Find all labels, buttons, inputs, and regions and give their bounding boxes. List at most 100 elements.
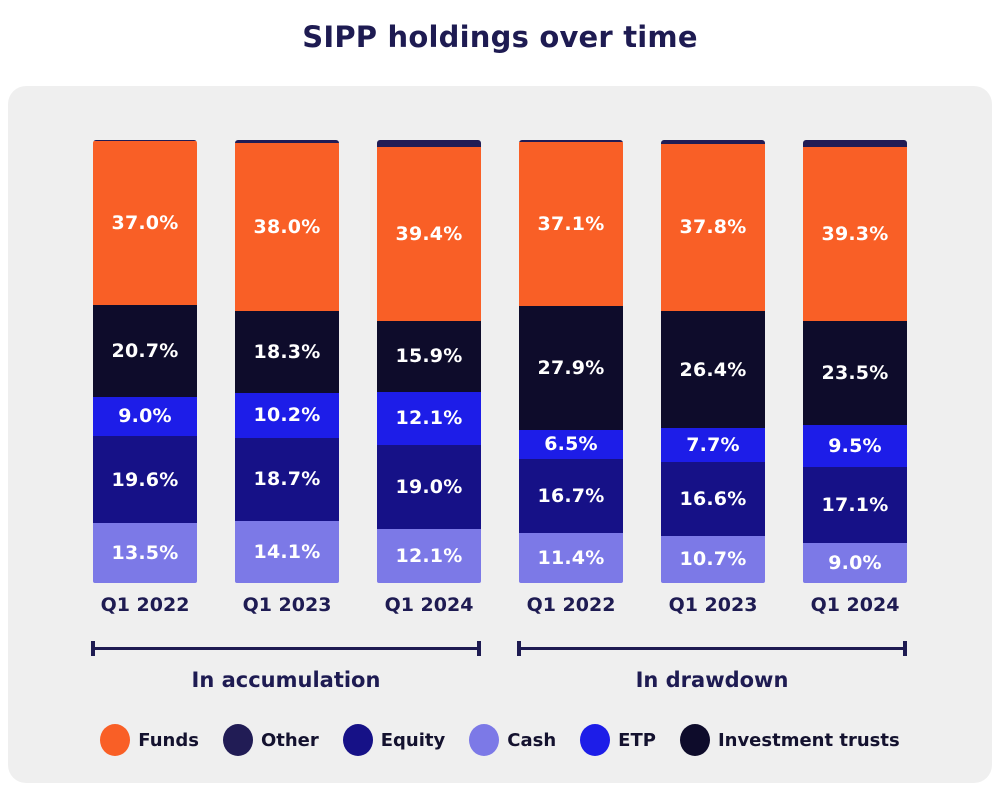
segment-value-label: 15.9% [395, 345, 463, 368]
x-tick-label: Q1 2023 [242, 594, 332, 616]
segment-equity: 17.1% [803, 467, 907, 544]
segment-cash: 9.0% [803, 543, 907, 583]
stacked-bar-in-accumulation-q1-2023: 38.0% 18.3% 10.2% 18.7% 14.1% [235, 140, 339, 583]
segment-value-label: 18.3% [253, 341, 321, 364]
segment-equity: 18.7% [235, 437, 339, 521]
segment-cash: 10.7% [661, 535, 765, 583]
segment-cash: 13.5% [93, 523, 197, 583]
segment-cash: 12.1% [377, 529, 481, 583]
legend-item-funds: Funds [100, 724, 199, 756]
stacked-bar-in-drawdown-q1-2022: 37.1% 27.9% 6.5% 16.7% 11.4% [519, 140, 623, 583]
segment-cash: 11.4% [519, 532, 623, 583]
segment-value-label: 39.4% [395, 222, 463, 245]
segment-investment-trusts: 18.3% [235, 311, 339, 393]
legend-label: Cash [507, 729, 557, 751]
chart-title: SIPP holdings over time [302, 20, 698, 54]
segment-other [803, 140, 907, 148]
segment-etp: 7.7% [661, 427, 765, 463]
segment-value-label: 16.7% [537, 484, 605, 507]
segment-value-label: 23.5% [821, 362, 889, 385]
segment-funds: 38.0% [235, 143, 339, 312]
segment-value-label: 37.8% [679, 216, 747, 239]
x-tick-label: Q1 2024 [384, 594, 474, 616]
bracket-drawdown [517, 641, 907, 656]
segment-value-label: 11.4% [537, 546, 605, 569]
segment-funds: 37.1% [519, 141, 623, 307]
segment-value-label: 39.3% [821, 223, 889, 246]
stacked-bar-in-drawdown-q1-2024: 39.3% 23.5% 9.5% 17.1% 9.0% [803, 140, 907, 583]
x-tick-label: Q1 2022 [526, 594, 616, 616]
legend-item-other: Other [222, 724, 319, 756]
segment-value-label: 19.6% [111, 468, 179, 491]
segment-value-label: 6.5% [544, 433, 598, 456]
segment-etp: 6.5% [519, 429, 623, 459]
legend-swatch-icon [580, 724, 611, 756]
legend-label: Funds [138, 729, 199, 751]
segment-value-label: 18.7% [253, 468, 321, 491]
legend: Funds Other Equity Cash ETP Investment trusts [8, 724, 992, 756]
segment-investment-trusts: 26.4% [661, 311, 765, 428]
segment-value-label: 9.5% [828, 435, 882, 458]
segment-value-label: 10.2% [253, 404, 321, 427]
legend-item-investment-trusts: Investment trusts [679, 724, 900, 756]
segment-funds: 37.0% [93, 140, 197, 305]
legend-swatch-icon [100, 724, 131, 756]
x-tick-label: Q1 2022 [100, 594, 190, 616]
legend-label: Investment trusts [717, 729, 900, 751]
stacked-bar-in-drawdown-q1-2023: 37.8% 26.4% 7.7% 16.6% 10.7% [661, 140, 765, 583]
segment-other [235, 140, 339, 144]
segment-value-label: 26.4% [679, 358, 747, 381]
segment-value-label: 13.5% [111, 542, 179, 565]
segment-funds: 39.4% [377, 146, 481, 322]
segment-value-label: 38.0% [253, 216, 321, 239]
category-axis: Q1 2022 Q1 2023 Q1 2024 Q1 2022 Q1 2023 Q1 20… [93, 594, 907, 616]
chart-panel: 37.0% 20.7% 9.0% 19.6% 13.5% 38.0% 18.3% 10.2% 1… [8, 86, 992, 783]
segment-etp: 10.2% [235, 392, 339, 438]
legend-swatch-icon [342, 724, 373, 756]
legend-label: Other [260, 729, 319, 751]
group-label-drawdown: In drawdown [635, 668, 789, 692]
segment-value-label: 14.1% [253, 540, 321, 563]
segment-value-label: 12.1% [395, 407, 463, 430]
segment-other [661, 140, 765, 144]
segment-value-label: 9.0% [828, 552, 882, 575]
segment-value-label: 19.0% [395, 476, 463, 499]
x-tick-label: Q1 2024 [810, 594, 900, 616]
segment-investment-trusts: 20.7% [93, 304, 197, 397]
segment-value-label: 9.0% [118, 405, 172, 428]
segment-value-label: 17.1% [821, 494, 889, 517]
segment-other [519, 140, 623, 142]
segment-cash: 14.1% [235, 520, 339, 583]
group-brackets [91, 641, 907, 657]
legend-swatch-icon [469, 724, 500, 756]
legend-swatch-icon [679, 724, 710, 756]
segment-funds: 37.8% [661, 143, 765, 312]
segment-value-label: 37.1% [537, 212, 605, 235]
stacked-bar-in-accumulation-q1-2022: 37.0% 20.7% 9.0% 19.6% 13.5% [93, 140, 197, 583]
segment-value-label: 12.1% [395, 545, 463, 568]
segment-value-label: 27.9% [537, 356, 605, 379]
segment-funds: 39.3% [803, 147, 907, 322]
stacked-bar-in-accumulation-q1-2024: 39.4% 15.9% 12.1% 19.0% 12.1% [377, 140, 481, 583]
segment-other [93, 140, 197, 141]
segment-investment-trusts: 23.5% [803, 321, 907, 426]
segment-etp: 9.0% [93, 396, 197, 437]
legend-item-equity: Equity [342, 724, 446, 756]
segment-investment-trusts: 27.9% [519, 306, 623, 430]
segment-etp: 9.5% [803, 425, 907, 468]
group-label-accumulation: In accumulation [191, 668, 381, 692]
bracket-accumulation [91, 641, 481, 656]
segment-etp: 12.1% [377, 391, 481, 446]
segment-equity: 19.6% [93, 436, 197, 524]
group-labels: In accumulation In drawdown [93, 668, 907, 698]
segment-equity: 19.0% [377, 445, 481, 530]
legend-label: Equity [380, 729, 446, 751]
legend-label: ETP [618, 729, 656, 751]
bars-area: 37.0% 20.7% 9.0% 19.6% 13.5% 38.0% 18.3% 10.2% 1… [93, 140, 907, 583]
segment-value-label: 20.7% [111, 339, 179, 362]
segment-value-label: 16.6% [679, 487, 747, 510]
legend-item-cash: Cash [469, 724, 556, 756]
legend-swatch-icon [222, 724, 253, 756]
segment-equity: 16.6% [661, 462, 765, 536]
